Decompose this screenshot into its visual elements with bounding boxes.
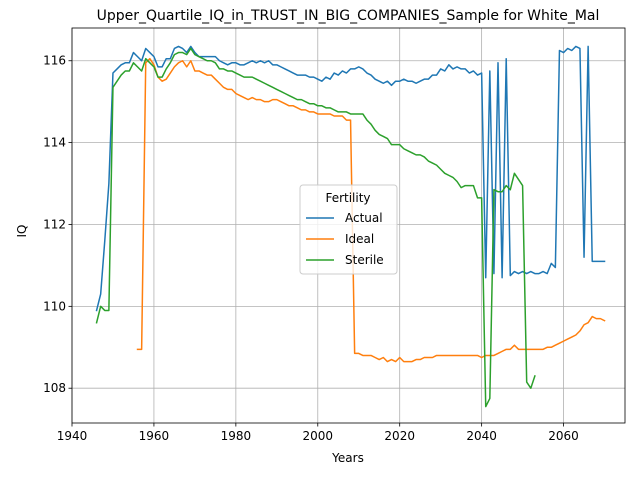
x-tick-label: 1980 — [221, 429, 252, 443]
legend-label-ideal: Ideal — [345, 232, 374, 246]
legend-entries: Actual Ideal Sterile — [306, 211, 384, 267]
x-tick-label: 1960 — [139, 429, 170, 443]
legend: Fertility Actual Ideal Sterile — [299, 184, 398, 275]
series-line-sterile — [95, 47, 536, 408]
x-axis-label: Years — [331, 451, 364, 465]
x-tick-label: 2060 — [548, 429, 579, 443]
x-tick-label: 2040 — [466, 429, 497, 443]
legend-label-sterile: Sterile — [345, 253, 384, 267]
x-tick-label: 2020 — [384, 429, 415, 443]
series-line-actual — [95, 45, 606, 312]
y-tick-label: 116 — [43, 54, 66, 68]
y-tick-label: 112 — [43, 217, 66, 231]
y-tick-label: 114 — [43, 136, 66, 150]
x-tick-label: 2000 — [303, 429, 334, 443]
y-tick-label: 108 — [43, 381, 66, 395]
ticks: 1940 1960 1980 2000 2020 2040 2060 108 110 112 114… — [43, 54, 579, 443]
series-layer — [95, 45, 606, 408]
y-axis-label: IQ — [15, 225, 29, 238]
chart-title: Upper_Quartile_IQ_in_TRUST_IN_BIG_COMPAN… — [97, 8, 600, 24]
legend-label-actual: Actual — [345, 211, 383, 225]
legend-title: Fertility — [325, 191, 370, 205]
legend-box — [299, 184, 398, 275]
y-tick-label: 110 — [43, 299, 66, 313]
plot-frame — [71, 27, 626, 424]
x-tick-label: 1940 — [57, 429, 88, 443]
